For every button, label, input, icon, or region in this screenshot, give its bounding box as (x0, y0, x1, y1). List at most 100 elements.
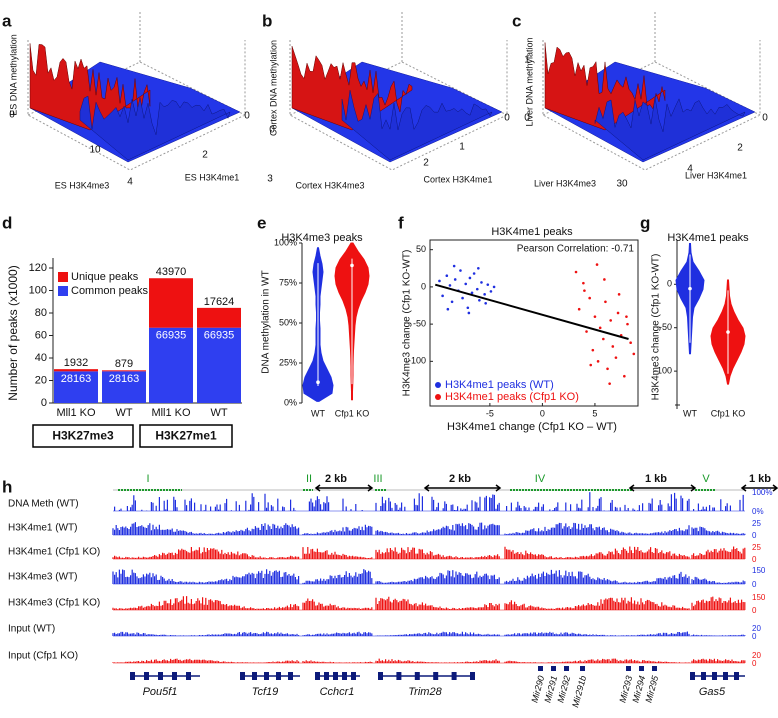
scatter-point (459, 269, 462, 272)
region-label: I (146, 473, 149, 485)
panel-label: b (262, 11, 272, 30)
scale-label: 2 kb (449, 473, 471, 485)
scatter-point (593, 315, 597, 318)
exon (333, 672, 338, 680)
track-signal (504, 631, 690, 636)
tick-label: 0 (504, 113, 510, 124)
scatter-point (478, 298, 481, 302)
scale-arrow (628, 484, 697, 492)
scale-label: 1 kb (645, 473, 667, 485)
bar-label: 1932 (64, 357, 88, 369)
z-axis-label: ES DNA methylation (8, 34, 18, 116)
exon (172, 672, 177, 680)
track-label: Input (WT) (8, 624, 55, 635)
bar-label: 28163 (109, 373, 140, 385)
z-axis-label: Cortex DNA methylation (268, 40, 278, 136)
track-signal (691, 546, 746, 559)
exon (734, 672, 739, 680)
group-label: H3K27me3 (52, 429, 114, 443)
tick-label: 3 (267, 174, 273, 185)
panel-label: d (2, 213, 12, 232)
gene-name: Tcf19 (252, 686, 279, 698)
exon (451, 672, 457, 680)
track-scale-bottom: 0 (752, 580, 757, 589)
panel-label: f (398, 213, 404, 232)
track-scale-bottom: 0 (752, 606, 757, 615)
region-label: IV (535, 473, 546, 485)
bar-label: 66935 (156, 330, 187, 342)
tick-label: 0 (244, 111, 250, 122)
surface-mid (594, 97, 746, 161)
track-signal (691, 526, 746, 535)
bar-segment (149, 327, 193, 403)
region-label: V (702, 473, 710, 485)
track-signal (504, 522, 690, 535)
bar-label: 17624 (204, 296, 235, 308)
mirna-block (639, 666, 644, 671)
exon (701, 672, 706, 680)
track-signal (112, 596, 300, 610)
track-signal (691, 576, 746, 584)
surface-high (29, 43, 151, 131)
scatter-point (452, 264, 456, 268)
scatter-point (614, 356, 618, 359)
region-label: II (306, 473, 312, 485)
scatter-point (446, 307, 450, 311)
mirna-block (652, 666, 657, 671)
track-signal (375, 547, 500, 559)
legend-label: H3K4me1 peaks (Cfp1 KO) (445, 391, 579, 403)
mirna-block (626, 666, 631, 671)
legend-label: Unique peaks (71, 271, 139, 283)
exon (690, 672, 695, 680)
track-scale-bottom: 0% (752, 507, 764, 516)
y-axis-label: Liver H3K4me1 (685, 170, 747, 180)
exon (144, 672, 149, 680)
track-signal (504, 546, 690, 559)
exon (470, 672, 475, 680)
mirna-block (538, 666, 543, 671)
exon (351, 672, 356, 680)
exon (378, 672, 383, 680)
annotation: Pearson Correlation: -0.71 (517, 244, 635, 255)
scatter-point (448, 284, 452, 287)
track-label: Input (Cfp1 KO) (8, 651, 78, 662)
scatter-point (585, 330, 588, 333)
track-signal (504, 658, 690, 663)
y-tick-label: 100 (29, 284, 47, 296)
scatter-point (596, 360, 600, 363)
exon (252, 672, 257, 680)
gene-name: Trim28 (408, 686, 442, 698)
scatter-point (632, 352, 636, 356)
median-dot (350, 263, 354, 268)
track-signal (112, 547, 300, 559)
bar-label: 66935 (204, 330, 235, 342)
exon (723, 672, 728, 680)
y-tick-label: 50% (279, 317, 297, 327)
track-signal (375, 522, 500, 535)
track-scale-top: 25 (752, 519, 761, 528)
x-tick-label: -5 (486, 408, 494, 418)
panel-label: h (2, 477, 12, 496)
legend-label: Common peaks (71, 285, 149, 297)
chart-title: H3K4me1 peaks (491, 226, 573, 238)
track-signal (302, 598, 373, 610)
region-label: III (373, 473, 382, 485)
x-axis-label: ES H3K4me3 (55, 180, 110, 190)
track-signal (375, 493, 500, 511)
scatter-point (480, 281, 483, 284)
y-axis-label: H3K4me3 change (Cfp1 KO-WT) (651, 254, 662, 401)
panel-label: e (257, 213, 266, 232)
y-tick-label: 25% (279, 357, 297, 367)
trend-line (434, 283, 629, 340)
y-tick-label: 40 (35, 352, 47, 364)
track-scale-top: 20 (752, 624, 761, 633)
median-dot (316, 380, 320, 385)
y-tick-label: 60 (35, 329, 47, 341)
scatter-point (583, 289, 586, 292)
surface-plot: Liver DNA methylation Liver H3K4me3 Liver … (524, 10, 768, 190)
scatter-point (602, 337, 605, 341)
scatter-point (611, 345, 615, 348)
y-tick-label: 0 (41, 397, 47, 409)
